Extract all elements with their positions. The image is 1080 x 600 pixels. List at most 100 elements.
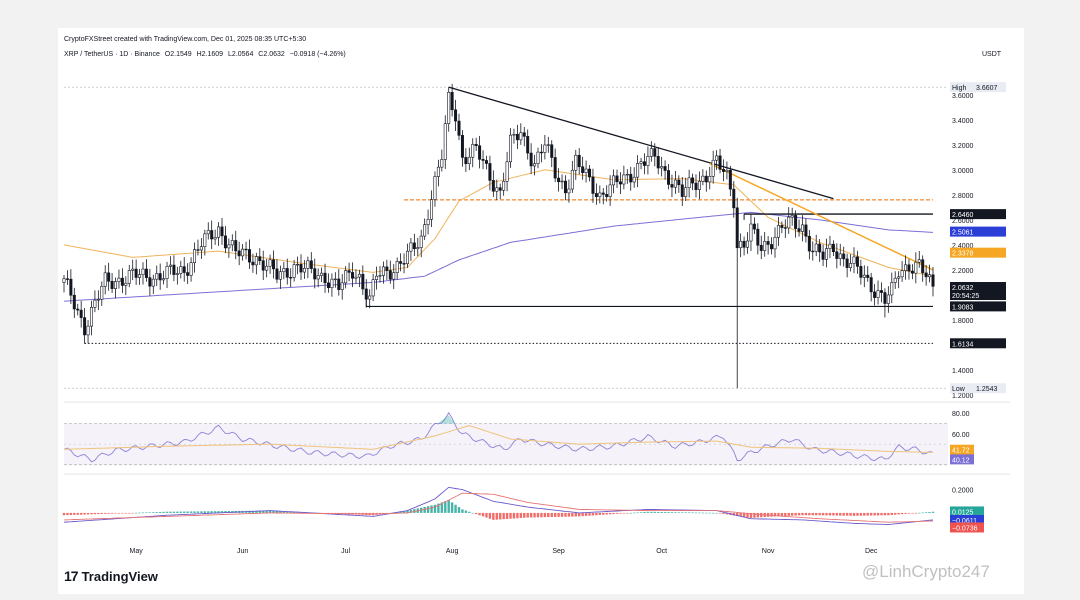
candle-down	[351, 272, 355, 279]
candle-up	[838, 253, 842, 259]
candle-down	[694, 182, 698, 190]
macd-hist-bar-down	[828, 512, 832, 516]
macd-hist-bar-down	[588, 512, 591, 516]
candle-up	[189, 262, 193, 276]
candle-up	[117, 277, 121, 282]
candle-down	[835, 251, 839, 259]
candle-down	[79, 309, 83, 318]
macd-hist-bar-down	[124, 512, 128, 514]
candle-down	[223, 235, 227, 249]
macd-hist-bar-up	[134, 512, 138, 514]
candle-up	[467, 156, 471, 165]
candle-down	[594, 193, 598, 198]
macd-hist-bar-up	[639, 512, 643, 513]
macd-tag-value: −0.0736	[952, 525, 978, 532]
candle-down	[550, 144, 554, 158]
macd-hist-bar-down	[128, 512, 131, 514]
candle-up	[574, 154, 578, 171]
macd-hist-bar-up	[687, 512, 691, 514]
macd-hist-bar-down	[564, 512, 567, 517]
price-tick-label: 2.8000	[952, 193, 974, 200]
macd-hist-bar-down	[821, 512, 825, 516]
macd-hist-bar-down	[62, 512, 66, 516]
macd-hist-bar-down	[849, 512, 852, 516]
macd-hist-bar-up	[145, 512, 148, 514]
macd-hist-bar-down	[107, 512, 110, 514]
candle-down	[385, 266, 389, 271]
candle-down	[220, 226, 224, 237]
candle-down	[879, 290, 883, 293]
candle-down	[804, 224, 808, 237]
macd-hist-bar-down	[505, 512, 509, 519]
macd-hist-bar-up	[711, 512, 715, 514]
candle-down	[237, 250, 241, 257]
candle-up	[423, 224, 427, 237]
macd-hist-bar-up	[169, 511, 172, 513]
tradingview-logo-icon: 17	[64, 568, 79, 584]
symbol-name[interactable]: XRP / TetherUS · 1D · Binance	[64, 51, 160, 58]
candle-up	[227, 244, 231, 249]
candle-up	[268, 259, 272, 267]
price-tag-value: 2.5061	[952, 230, 974, 237]
macd-hist-bar-up	[220, 511, 224, 513]
candle-down	[831, 243, 835, 253]
macd-hist-bar-up	[258, 510, 261, 513]
macd-hist-bar-down	[790, 512, 794, 516]
macd-tag-bg	[950, 515, 984, 526]
candle-down	[873, 291, 877, 298]
candle-down	[309, 260, 313, 269]
candle-up	[646, 156, 650, 166]
candle-up	[292, 264, 296, 278]
signal-line	[63, 492, 933, 523]
candle-down	[756, 228, 760, 246]
candle-up	[320, 272, 324, 276]
candle-up	[217, 226, 221, 238]
macd-hist-bar-up	[176, 511, 179, 513]
macd-hist-bar-up	[196, 511, 200, 513]
macd-hist-bar-up	[162, 511, 165, 513]
candle-up	[814, 243, 818, 252]
candle-down	[691, 177, 695, 184]
macd-hist-bar-down	[619, 512, 622, 514]
candle-up	[598, 192, 602, 198]
macd-hist-bar-down	[608, 512, 612, 515]
macd-hist-bar-up	[684, 512, 687, 513]
macd-hist-bar-down	[818, 512, 821, 516]
candle-up	[625, 173, 629, 176]
price-tag-value: 2.0632	[952, 285, 974, 292]
price-tag-bg	[950, 282, 1006, 301]
macd-hist-bar-down	[866, 512, 869, 516]
candle-up	[900, 270, 904, 278]
candle-up	[897, 276, 901, 279]
candle-down	[289, 277, 293, 279]
candle-down	[285, 268, 289, 278]
x-axis-month-label: Jul	[341, 548, 350, 555]
macd-hist-bar-down	[550, 512, 553, 518]
candle-down	[539, 151, 543, 154]
currency-label: USDT	[982, 51, 1002, 58]
macd-hist-bar-down	[718, 512, 722, 514]
candle-down	[529, 152, 533, 167]
macd-hist-bar-down	[584, 512, 588, 516]
macd-hist-bar-down	[808, 512, 811, 516]
macd-hist-bar-up	[646, 511, 650, 513]
candle-up	[715, 155, 719, 161]
price-tick-label: 1.2000	[952, 393, 974, 400]
price-tick-label: 3.2000	[952, 143, 974, 150]
candle-up	[893, 277, 897, 283]
macd-hist-bar-down	[777, 512, 780, 517]
candle-down	[484, 160, 488, 164]
macd-hist-bar-down	[485, 512, 488, 518]
candle-down	[728, 169, 732, 190]
candle-down	[732, 188, 736, 209]
candle-up	[230, 240, 234, 246]
macd-hist-bar-up	[677, 512, 681, 513]
candle-up	[206, 230, 210, 235]
candle-up	[502, 180, 506, 191]
macd-hist-bar-down	[725, 512, 729, 515]
candle-down	[498, 187, 502, 191]
macd-hist-bar-down	[578, 512, 581, 517]
candle-down	[797, 228, 801, 232]
candle-up	[371, 279, 375, 297]
